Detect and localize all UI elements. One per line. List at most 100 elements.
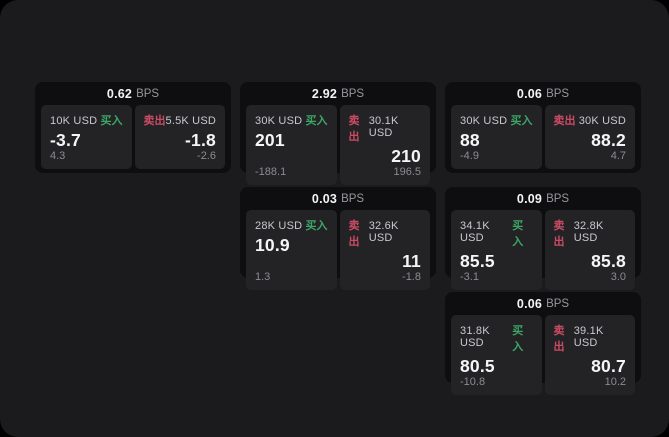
buy-quote-value: 88 <box>460 130 480 150</box>
buy-side-label: 买入 <box>512 220 524 248</box>
buy-panel-header: 30K USD 买入 <box>255 112 328 128</box>
buy-quote-panel[interactable]: 30K USD 买入 201 -188.1 <box>246 105 337 186</box>
buy-panel-header: 31.8K USD 买入 <box>460 322 533 354</box>
quote-card: 2.92 BPS 30K USD 买入 201 -188.1 卖出 30.1K … <box>240 82 436 186</box>
buy-amount-label: 10K USD <box>50 115 98 127</box>
sell-quote-panel[interactable]: 卖出 32.6K USD 11 -1.8 <box>339 210 430 291</box>
quote-card: 0.09 BPS 34.1K USD 买入 85.5 -3.1 卖出 32.8K… <box>445 187 641 291</box>
buy-quote-panel[interactable]: 34.1K USD 买入 85.5 -3.1 <box>451 210 542 291</box>
buy-panel-header: 30K USD 买入 <box>460 112 533 128</box>
buy-quote-panel[interactable]: 30K USD 买入 88 -4.9 <box>451 105 542 170</box>
buy-side-label: 买入 <box>305 115 328 127</box>
buy-quote-panel[interactable]: 10K USD 买入 -3.7 4.3 <box>41 105 132 170</box>
sell-quote-value: 85.8 <box>591 251 626 271</box>
sell-amount-label: 5.5K USD <box>165 115 217 127</box>
sell-amount-label: 30.1K USD <box>368 115 399 139</box>
buy-side-label: 买入 <box>305 220 328 232</box>
buy-amount-label: 31.8K USD <box>460 325 490 349</box>
buy-panel-header: 34.1K USD 买入 <box>460 217 533 249</box>
buy-quote-sub-value: 1.3 <box>255 271 271 284</box>
buy-quote-value: -3.7 <box>50 130 81 150</box>
sell-panel-header: 卖出 39.1K USD <box>554 322 627 354</box>
sell-quote-sub-value: 196.5 <box>393 166 421 179</box>
buy-panel-header: 28K USD 买入 <box>255 217 328 233</box>
bps-header: 0.03 BPS <box>246 187 430 210</box>
sell-side-label: 卖出 <box>348 115 360 143</box>
sell-side-label: 卖出 <box>348 220 360 248</box>
bps-value: 0.62 <box>106 86 133 101</box>
sell-quote-value: 11 <box>402 251 421 271</box>
sell-quote-panel[interactable]: 卖出 30.1K USD 210 196.5 <box>339 105 430 186</box>
buy-quote-value: 201 <box>255 130 285 150</box>
bps-unit-label: BPS <box>546 87 570 100</box>
quote-card-body: 10K USD 买入 -3.7 4.3 卖出 5.5K USD -1.8 -2.… <box>41 105 225 170</box>
bps-value: 0.09 <box>516 191 543 206</box>
buy-amount-label: 34.1K USD <box>460 220 490 244</box>
sell-quote-panel[interactable]: 卖出 32.8K USD 85.8 3.0 <box>544 210 635 291</box>
sell-panel-header: 卖出 30K USD <box>554 112 627 128</box>
quote-card: 0.06 BPS 31.8K USD 买入 80.5 -10.8 卖出 39.1… <box>445 292 641 396</box>
buy-panel-header: 10K USD 买入 <box>50 112 123 128</box>
quote-card-body: 28K USD 买入 10.9 1.3 卖出 32.6K USD 11 -1.8 <box>246 210 430 291</box>
buy-quote-value: 85.5 <box>460 251 495 271</box>
sell-quote-panel[interactable]: 卖出 30K USD 88.2 4.7 <box>544 105 635 170</box>
sell-side-label: 卖出 <box>553 115 576 127</box>
buy-quote-sub-value: 4.3 <box>50 150 66 163</box>
sell-quote-sub-value: -1.8 <box>402 271 421 284</box>
bps-value: 0.06 <box>516 86 543 101</box>
quote-card-body: 31.8K USD 买入 80.5 -10.8 卖出 39.1K USD 80.… <box>451 315 635 396</box>
sell-side-label: 卖出 <box>553 220 565 248</box>
sell-quote-value: 210 <box>391 146 421 166</box>
bps-value: 0.03 <box>311 191 338 206</box>
buy-side-label: 买入 <box>510 115 533 127</box>
buy-amount-label: 28K USD <box>255 220 303 232</box>
quote-card: 0.06 BPS 30K USD 买入 88 -4.9 卖出 30K USD <box>445 82 641 173</box>
sell-quote-sub-value: 3.0 <box>610 271 626 284</box>
sell-quote-sub-value: -2.6 <box>197 150 216 163</box>
buy-side-label: 买入 <box>100 115 123 127</box>
buy-amount-label: 30K USD <box>255 115 303 127</box>
bps-unit-label: BPS <box>546 192 570 205</box>
bps-value: 0.06 <box>516 296 543 311</box>
bps-header: 0.06 BPS <box>451 82 635 105</box>
bps-unit-label: BPS <box>341 192 365 205</box>
quote-card-body: 30K USD 买入 88 -4.9 卖出 30K USD 88.2 4.7 <box>451 105 635 170</box>
sell-quote-sub-value: 4.7 <box>610 150 626 163</box>
sell-quote-sub-value: 10.2 <box>604 376 626 389</box>
bps-header: 0.09 BPS <box>451 187 635 210</box>
buy-quote-panel[interactable]: 31.8K USD 买入 80.5 -10.8 <box>451 315 542 396</box>
quote-card: 0.62 BPS 10K USD 买入 -3.7 4.3 卖出 5.5K USD <box>35 82 231 173</box>
sell-quote-value: -1.8 <box>185 130 216 150</box>
sell-quote-value: 80.7 <box>591 356 626 376</box>
buy-quote-panel[interactable]: 28K USD 买入 10.9 1.3 <box>246 210 337 291</box>
buy-quote-sub-value: -10.8 <box>460 376 486 389</box>
sell-amount-label: 32.6K USD <box>368 220 399 244</box>
quote-card-body: 34.1K USD 买入 85.5 -3.1 卖出 32.8K USD 85.8… <box>451 210 635 291</box>
sell-side-label: 卖出 <box>553 325 565 353</box>
quote-card: 0.03 BPS 28K USD 买入 10.9 1.3 卖出 32.6K US… <box>240 187 436 291</box>
bps-value: 2.92 <box>311 86 338 101</box>
sell-panel-header: 卖出 32.8K USD <box>554 217 627 249</box>
bps-unit-label: BPS <box>546 297 570 310</box>
sell-amount-label: 32.8K USD <box>573 220 604 244</box>
sell-panel-header: 卖出 30.1K USD <box>349 112 422 144</box>
sell-quote-panel[interactable]: 卖出 39.1K USD 80.7 10.2 <box>544 315 635 396</box>
sell-side-label: 卖出 <box>143 115 166 127</box>
buy-quote-sub-value: -3.1 <box>460 271 479 284</box>
quote-cards-grid: 0.62 BPS 10K USD 买入 -3.7 4.3 卖出 5.5K USD <box>35 82 641 396</box>
sell-quote-value: 88.2 <box>591 130 626 150</box>
buy-quote-value: 80.5 <box>460 356 495 376</box>
buy-side-label: 买入 <box>512 325 524 353</box>
sell-panel-header: 卖出 32.6K USD <box>349 217 422 249</box>
bps-unit-label: BPS <box>136 87 160 100</box>
bps-header: 0.06 BPS <box>451 292 635 315</box>
buy-quote-sub-value: -4.9 <box>460 150 479 163</box>
bps-header: 0.62 BPS <box>41 82 225 105</box>
buy-quote-value: 10.9 <box>255 235 290 255</box>
sell-quote-panel[interactable]: 卖出 5.5K USD -1.8 -2.6 <box>134 105 225 170</box>
quote-card-body: 30K USD 买入 201 -188.1 卖出 30.1K USD 210 1… <box>246 105 430 186</box>
sell-amount-label: 39.1K USD <box>573 325 604 349</box>
sell-panel-header: 卖出 5.5K USD <box>144 112 217 128</box>
buy-amount-label: 30K USD <box>460 115 508 127</box>
